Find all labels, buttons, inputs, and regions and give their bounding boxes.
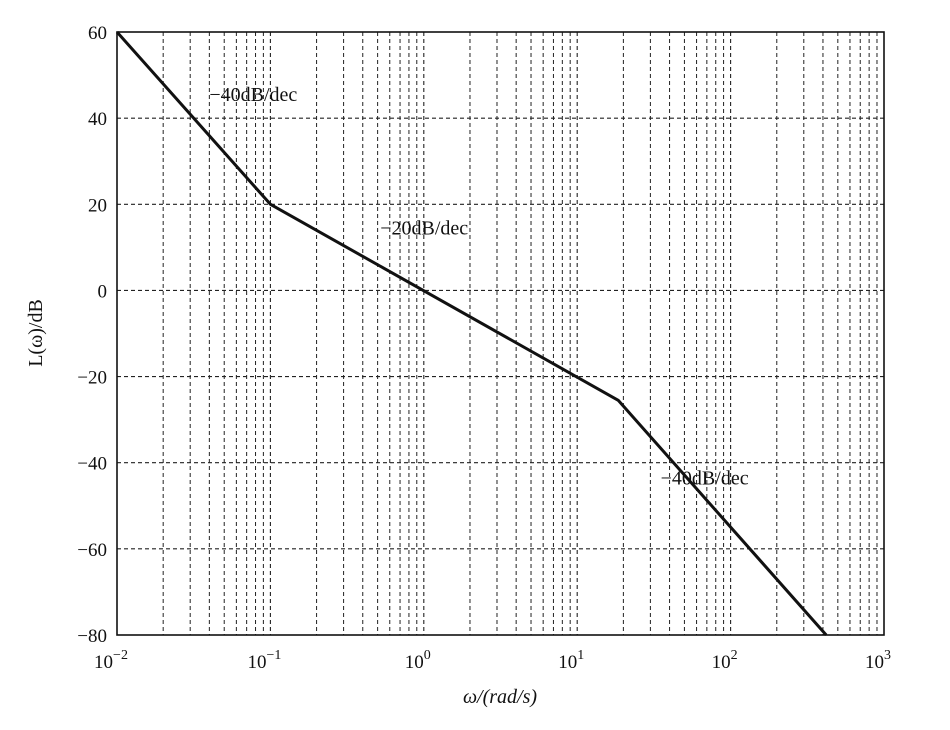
series-line [115, 31, 828, 636]
curve-layer [115, 31, 828, 636]
x-tick-label: 10−2 [94, 648, 128, 673]
x-tick-label: 102 [712, 648, 738, 673]
x-tick-label: 101 [558, 648, 584, 673]
y-tick-label: 60 [88, 23, 107, 44]
x-tick-label: 10−1 [247, 648, 281, 673]
x-axis-label-text: ω/(rad/s) [463, 686, 537, 708]
y-tick-label: 40 [88, 109, 107, 130]
x-axis-label: ω/(rad/s) [463, 686, 537, 708]
y-tick-label: 0 [98, 281, 108, 302]
x-tick-label: 100 [405, 648, 431, 673]
x-tick-labels: 10−2 10−1 100 101 102 103 [94, 648, 891, 673]
grid-lines [117, 32, 884, 635]
y-tick-label: −40 [77, 454, 107, 475]
y-axis-label: L(ω)/dB [25, 299, 47, 367]
y-tick-label: 20 [88, 195, 107, 216]
annotations: −40dB/dec −20dB/dec −40dB/dec [209, 84, 748, 489]
y-tick-labels: 60 40 20 0 −20 −40 −60 −80 [77, 23, 107, 647]
y-tick-label: −20 [77, 368, 107, 389]
slope-annotation: −40dB/dec [661, 467, 749, 489]
x-tick-label: 103 [865, 648, 891, 673]
y-axis-label-text: L(ω)/dB [25, 299, 47, 367]
y-tick-label: −80 [77, 626, 107, 647]
y-tick-label: −60 [77, 540, 107, 561]
slope-annotation: −40dB/dec [209, 84, 297, 106]
plot-frame [116, 31, 885, 636]
slope-annotation: −20dB/dec [380, 217, 468, 239]
